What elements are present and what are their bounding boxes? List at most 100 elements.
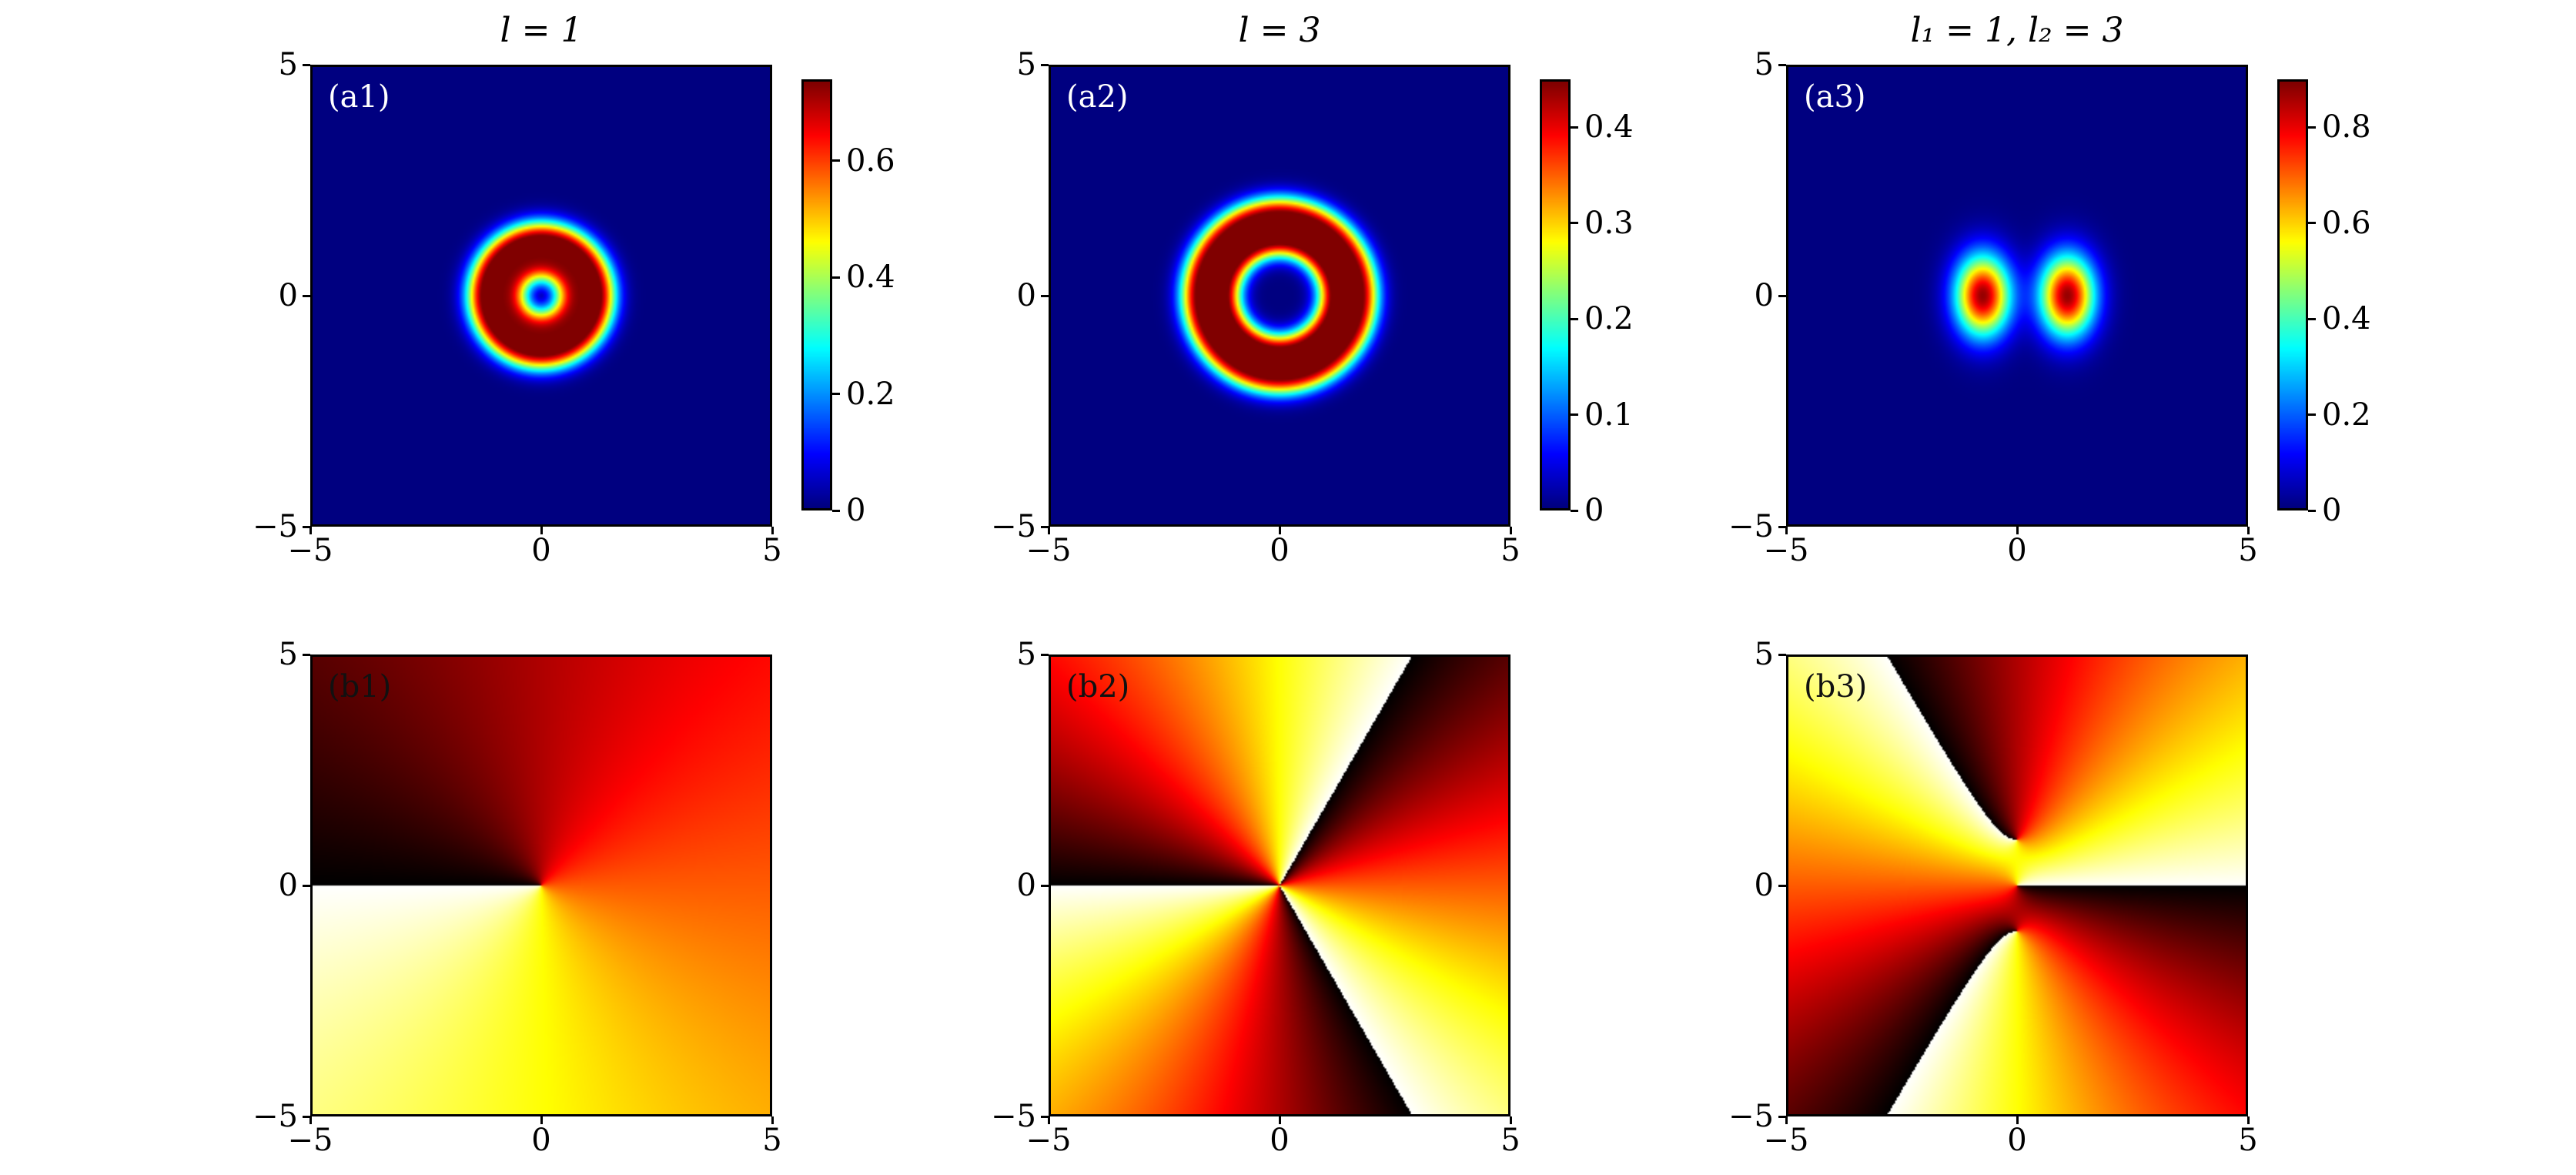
intensity-2-x-tick-label: −5 [1025,533,1072,568]
phase-panel-2: (b2) [1049,654,1510,1116]
phase-2-x-tick-mark [1278,1116,1281,1124]
intensity-panel-2: (a2) [1049,65,1510,527]
intensity-1-colorbar-tick-mark [832,509,840,512]
intensity-panel-label-3: (a3) [1804,79,1866,115]
phase-2-x-tick-mark [1509,1116,1512,1124]
intensity-2-colorbar-tick-mark [1571,126,1578,129]
intensity-2-y-tick-mark [1041,63,1049,66]
phase-2-y-tick-mark [1041,653,1049,656]
column-title-3: l₁ = 1, l₂ = 3 [1910,11,2124,50]
intensity-3-colorbar-tick-label: 0.6 [2322,205,2371,241]
intensity-3-colorbar-tick-mark [2308,317,2316,320]
phase-1-y-tick-label: 0 [278,868,298,903]
intensity-1-y-tick-mark [303,63,310,66]
phase-3-x-tick-mark [1785,1116,1788,1124]
phase-3-y-tick-mark [1778,1115,1786,1118]
intensity-1-colorbar [801,79,832,511]
intensity-2-y-tick-label: 0 [1016,278,1036,313]
intensity-1-x-tick-mark [540,527,543,534]
phase-2-y-tick-mark [1041,1115,1049,1118]
intensity-1-y-tick-label: 5 [278,47,298,82]
phase-1-y-tick-label: −5 [253,1099,298,1134]
intensity-3-x-tick-label: 0 [2007,533,2027,568]
phase-1-y-tick-label: 5 [278,637,298,672]
phase-1-y-tick-mark [303,884,310,887]
intensity-1-y-tick-mark [303,294,310,297]
intensity-1-x-tick-label: −5 [287,533,333,568]
phase-2-y-tick-mark [1041,884,1049,887]
intensity-3-colorbar-tick-label: 0.2 [2322,397,2371,433]
intensity-3-x-tick-mark [2246,527,2250,534]
intensity-3-colorbar-tick-label: 0 [2322,493,2342,528]
intensity-3-y-tick-label: 5 [1754,47,1774,82]
intensity-2-y-tick-label: −5 [991,509,1036,544]
intensity-2-x-tick-mark [1278,527,1281,534]
intensity-3-x-tick-mark [1785,527,1788,534]
intensity-2-y-tick-mark [1041,525,1049,528]
intensity-3-x-tick-mark [2016,527,2019,534]
intensity-3-y-tick-mark [1778,63,1786,66]
phase-heatmap-1 [313,657,770,1114]
phase-3-x-tick-label: 5 [2238,1123,2258,1158]
intensity-2-x-tick-label: 0 [1270,533,1290,568]
phase-3-y-tick-mark [1778,884,1786,887]
phase-1-x-tick-label: 5 [762,1123,782,1158]
intensity-1-colorbar-tick-mark [832,393,840,396]
intensity-3-y-tick-mark [1778,525,1786,528]
intensity-3-colorbar-tick-mark [2308,126,2316,129]
phase-3-x-tick-label: −5 [1763,1123,1809,1158]
phase-1-x-tick-label: 0 [531,1123,551,1158]
intensity-3-colorbar-tick-label: 0.8 [2322,109,2371,146]
intensity-2-x-tick-mark [1047,527,1050,534]
phase-3-x-tick-label: 0 [2007,1123,2027,1158]
intensity-3-y-tick-label: −5 [1728,509,1774,544]
phase-2-y-tick-label: 5 [1016,637,1036,672]
intensity-2-y-tick-label: 5 [1016,47,1036,82]
intensity-2-colorbar-tick-label: 0.3 [1584,205,1634,241]
phase-2-y-tick-label: −5 [991,1099,1036,1134]
intensity-panel-1: (a1) [310,65,772,527]
intensity-1-colorbar-tick-label: 0.6 [846,142,895,179]
intensity-2-colorbar-tick-mark [1571,222,1578,225]
phase-heatmap-3 [1788,657,2246,1114]
phase-2-x-tick-label: 0 [1270,1123,1290,1158]
intensity-1-colorbar-tick-label: 0.2 [846,376,895,412]
column-title-2: l = 3 [1238,11,1321,50]
intensity-heatmap-1 [313,67,770,524]
intensity-1-colorbar-tick-mark [832,276,840,279]
intensity-3-colorbar-tick-mark [2308,509,2316,512]
intensity-heatmap-3 [1788,67,2246,524]
intensity-2-x-tick-label: 5 [1500,533,1521,568]
intensity-1-x-tick-mark [309,527,312,534]
intensity-2-colorbar-tick-label: 0.1 [1584,397,1634,433]
intensity-2-colorbar-tick-mark [1571,413,1578,417]
phase-1-y-tick-mark [303,1115,310,1118]
phase-panel-3: (b3) [1786,654,2248,1116]
intensity-1-x-tick-label: 0 [531,533,551,568]
intensity-2-colorbar [1540,79,1571,511]
intensity-3-x-tick-label: 5 [2238,533,2258,568]
phase-panel-label-2: (b2) [1066,669,1130,705]
phase-2-x-tick-label: 5 [1500,1123,1521,1158]
phase-3-y-tick-label: 0 [1754,868,1774,903]
intensity-2-y-tick-mark [1041,294,1049,297]
intensity-heatmap-2 [1051,67,1508,524]
intensity-panel-3: (a3) [1786,65,2248,527]
intensity-panel-label-2: (a2) [1066,79,1129,115]
column-title-1: l = 1 [500,11,583,50]
intensity-2-x-tick-mark [1509,527,1512,534]
phase-2-x-tick-mark [1047,1116,1050,1124]
phase-1-x-tick-mark [309,1116,312,1124]
intensity-3-x-tick-label: −5 [1763,533,1809,568]
intensity-1-y-tick-mark [303,525,310,528]
phase-panel-1: (b1) [310,654,772,1116]
intensity-3-colorbar-tick-mark [2308,222,2316,225]
intensity-1-x-tick-label: 5 [762,533,782,568]
intensity-3-colorbar-tick-mark [2308,413,2316,417]
intensity-2-colorbar-tick-label: 0.4 [1584,109,1634,146]
intensity-2-colorbar-tick-label: 0.2 [1584,301,1634,337]
phase-3-y-tick-label: 5 [1754,637,1774,672]
intensity-2-colorbar-tick-label: 0 [1584,493,1604,528]
phase-panel-label-3: (b3) [1804,669,1868,705]
